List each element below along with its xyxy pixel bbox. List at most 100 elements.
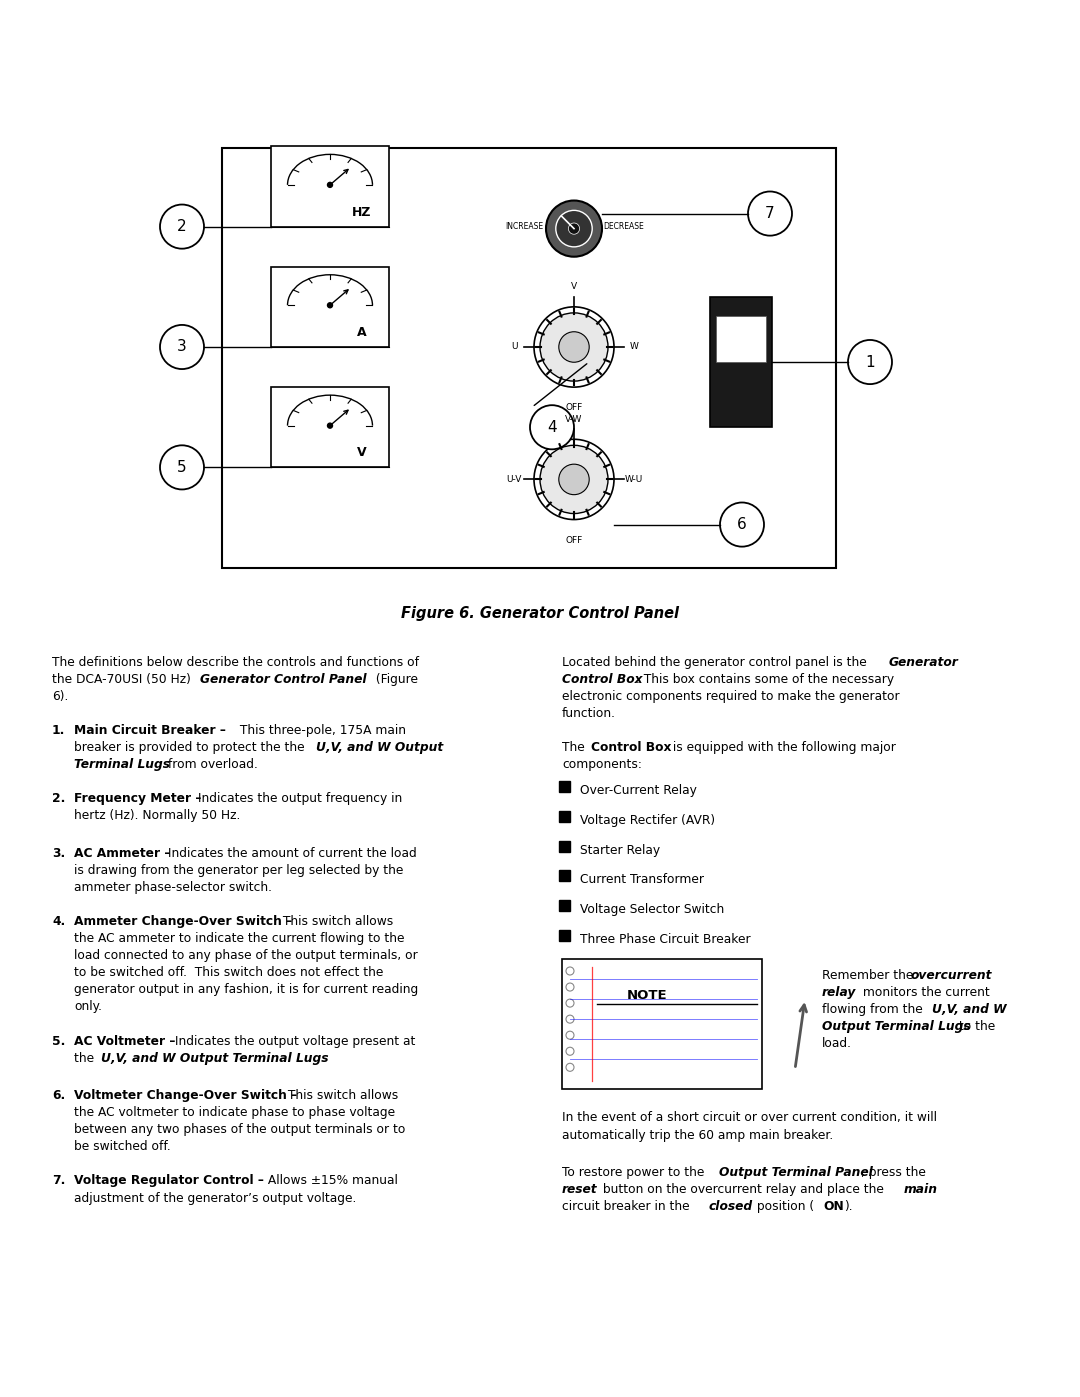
Text: overcurrent: overcurrent	[912, 970, 993, 982]
Circle shape	[534, 307, 615, 387]
Text: U-V: U-V	[507, 475, 522, 483]
Text: Voltage Selector Switch: Voltage Selector Switch	[580, 904, 725, 916]
Text: only.: only.	[75, 1000, 102, 1013]
Text: 3.: 3.	[52, 847, 65, 861]
Text: function.: function.	[562, 707, 616, 719]
Text: Starter Relay: Starter Relay	[580, 844, 660, 856]
Text: relay: relay	[822, 986, 856, 999]
Bar	[559, 870, 570, 882]
Text: 6).: 6).	[52, 690, 68, 703]
Text: be switched off.: be switched off.	[75, 1140, 171, 1154]
Text: from overload.: from overload.	[164, 759, 258, 771]
Text: The definitions below describe the controls and functions of: The definitions below describe the contr…	[52, 657, 419, 669]
Text: adjustment of the generator’s output voltage.: adjustment of the generator’s output vol…	[75, 1192, 356, 1204]
Text: the AC ammeter to indicate the current flowing to the: the AC ammeter to indicate the current f…	[75, 932, 405, 946]
Bar	[271, 147, 389, 226]
Text: Frequency Meter –: Frequency Meter –	[75, 792, 201, 806]
Text: INCREASE: INCREASE	[505, 222, 543, 231]
Circle shape	[530, 405, 573, 450]
Text: the DCA-70USI (50 Hz): the DCA-70USI (50 Hz)	[52, 673, 194, 686]
Text: Over-Current Relay: Over-Current Relay	[580, 784, 697, 796]
Circle shape	[540, 446, 608, 514]
Text: between any two phases of the output terminals or to: between any two phases of the output ter…	[75, 1123, 405, 1136]
Text: . This box contains some of the necessary: . This box contains some of the necessar…	[636, 673, 894, 686]
Bar	[559, 810, 570, 821]
Text: Three Phase Circuit Breaker: Three Phase Circuit Breaker	[580, 933, 751, 946]
Text: 5: 5	[177, 460, 187, 475]
Circle shape	[558, 464, 590, 495]
Text: AC Ammeter –: AC Ammeter –	[75, 847, 171, 861]
Text: ON: ON	[823, 1200, 843, 1213]
Text: electronic components required to make the generator: electronic components required to make t…	[562, 690, 900, 703]
Text: U,V, and W Output: U,V, and W Output	[316, 742, 443, 754]
Text: load connected to any phase of the output terminals, or: load connected to any phase of the outpu…	[75, 950, 418, 963]
Circle shape	[558, 331, 590, 362]
Text: the AC voltmeter to indicate phase to phase voltage: the AC voltmeter to indicate phase to ph…	[75, 1106, 395, 1119]
Bar	[559, 930, 570, 942]
Text: DCA-70USI (50 Hz) — GENERATOR CONTROL PANEL: DCA-70USI (50 Hz) — GENERATOR CONTROL PA…	[203, 18, 877, 42]
Text: position (: position (	[753, 1200, 814, 1213]
Text: breaker is provided to protect the the: breaker is provided to protect the the	[75, 742, 309, 754]
Text: hertz (Hz). Normally 50 Hz.: hertz (Hz). Normally 50 Hz.	[75, 809, 241, 823]
Circle shape	[534, 439, 615, 520]
Text: Ammeter Change-Over Switch –: Ammeter Change-Over Switch –	[75, 915, 292, 928]
Text: This switch allows: This switch allows	[284, 1090, 399, 1102]
Circle shape	[327, 423, 333, 427]
Circle shape	[566, 1016, 573, 1023]
Text: 2.: 2.	[52, 792, 66, 806]
Text: AC Voltmeter –: AC Voltmeter –	[75, 1035, 175, 1048]
Circle shape	[566, 1031, 573, 1039]
Circle shape	[566, 983, 573, 990]
Circle shape	[556, 211, 592, 247]
Bar	[559, 900, 570, 911]
Text: ).: ).	[843, 1200, 852, 1213]
Text: flowing from the: flowing from the	[822, 1003, 927, 1016]
Text: U,V, and W: U,V, and W	[932, 1003, 1007, 1016]
Text: 7: 7	[766, 207, 774, 221]
Text: 4: 4	[548, 419, 557, 434]
Circle shape	[568, 224, 580, 235]
Text: OFF: OFF	[565, 535, 582, 545]
Text: 5.: 5.	[52, 1035, 66, 1048]
Text: This three-pole, 175A main: This three-pole, 175A main	[237, 724, 406, 738]
Text: 3: 3	[177, 339, 187, 355]
Text: 6.: 6.	[52, 1090, 65, 1102]
Circle shape	[160, 204, 204, 249]
Text: DCA-70USI (50 Hz) — OPERATION AND PARTS MANUAL — REV. #1  (04/22/05) — PAGE 21: DCA-70USI (50 Hz) — OPERATION AND PARTS …	[248, 1375, 832, 1389]
Text: OFF: OFF	[565, 404, 582, 412]
Text: Indicates the output voltage present at: Indicates the output voltage present at	[171, 1035, 416, 1048]
Text: 2: 2	[177, 219, 187, 235]
Text: Control Box: Control Box	[562, 673, 643, 686]
Text: Generator: Generator	[889, 657, 959, 669]
Text: closed: closed	[708, 1200, 753, 1213]
Circle shape	[566, 999, 573, 1007]
Circle shape	[566, 1063, 573, 1071]
Circle shape	[566, 1048, 573, 1055]
Text: generator output in any fashion, it is for current reading: generator output in any fashion, it is f…	[75, 983, 418, 996]
Text: Generator Control Panel: Generator Control Panel	[200, 673, 366, 686]
Text: 1.: 1.	[52, 724, 66, 738]
Text: to the: to the	[955, 1020, 996, 1034]
Text: Allows ±15% manual: Allows ±15% manual	[264, 1175, 397, 1187]
Text: Current Transformer: Current Transformer	[580, 873, 704, 887]
Bar	[222, 148, 836, 567]
Circle shape	[160, 326, 204, 369]
Bar	[716, 316, 766, 362]
Text: Output Terminal Lugs: Output Terminal Lugs	[822, 1020, 971, 1034]
Bar	[562, 958, 762, 1090]
Text: .: .	[308, 1052, 312, 1065]
Text: W-U: W-U	[625, 475, 643, 483]
Text: , press the: , press the	[861, 1166, 926, 1179]
Text: Terminal Lugs: Terminal Lugs	[75, 759, 170, 771]
Text: Located behind the generator control panel is the: Located behind the generator control pan…	[562, 657, 870, 669]
Text: Voltage Regulator Control –: Voltage Regulator Control –	[75, 1175, 264, 1187]
Circle shape	[848, 339, 892, 384]
Text: to be switched off.  This switch does not effect the: to be switched off. This switch does not…	[75, 967, 383, 979]
Text: is drawing from the generator per leg selected by the: is drawing from the generator per leg se…	[75, 865, 403, 877]
Text: In the event of a short circuit or over current condition, it will: In the event of a short circuit or over …	[562, 1112, 937, 1125]
Bar	[559, 841, 570, 852]
Bar	[710, 296, 772, 427]
Circle shape	[748, 191, 792, 236]
Text: Indicates the amount of current the load: Indicates the amount of current the load	[164, 847, 417, 861]
Circle shape	[160, 446, 204, 489]
